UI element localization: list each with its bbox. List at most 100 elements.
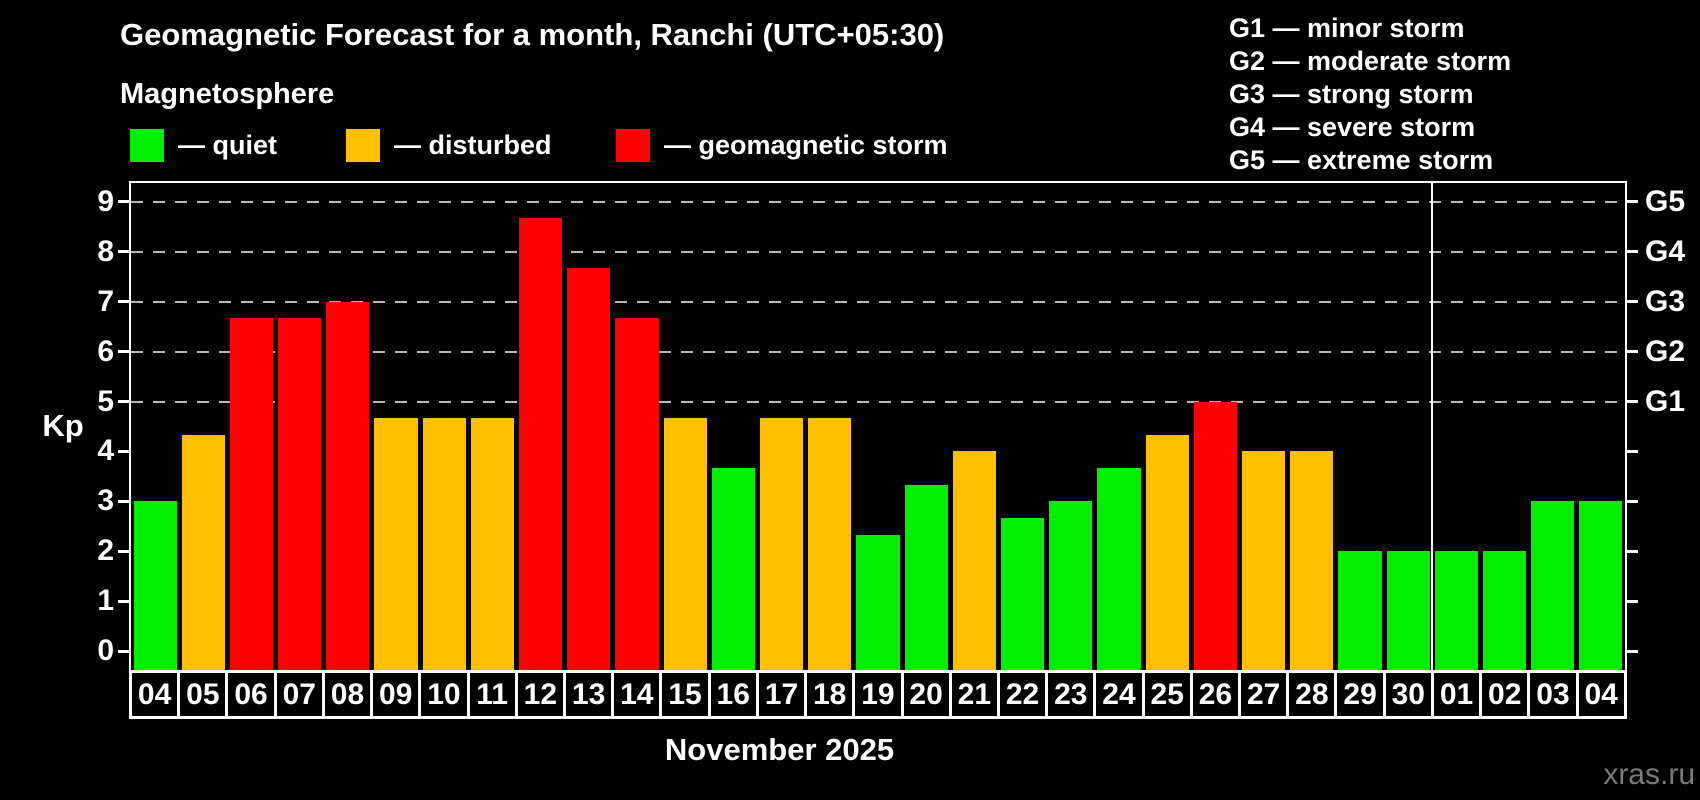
kp-bar-29 — [1338, 551, 1382, 670]
y-tick-label-0: 0 — [97, 634, 114, 667]
day-label-27: 27 — [1241, 673, 1287, 716]
day-label-26: 26 — [1192, 673, 1239, 716]
kp-bar-16 — [711, 467, 755, 670]
plot-area — [129, 181, 1627, 670]
day-label-07: 07 — [276, 673, 322, 716]
day-label-19: 19 — [855, 673, 901, 716]
g3-legend-line: G3 — strong storm — [1229, 79, 1474, 109]
day-label-29: 29 — [1337, 673, 1383, 716]
y-tick-left-6 — [118, 350, 129, 354]
kp-bar-08 — [326, 301, 370, 670]
x-axis-day-labels: 04 05 06 07 08 09 10 11 12 13 14 15 16 17 18 19 20 21 22 23… — [129, 670, 1627, 719]
g-level-label-g1: G1 — [1645, 384, 1686, 418]
y-tick-left-5 — [118, 400, 129, 403]
kp-bar-18 — [808, 417, 852, 670]
day-label-15: 15 — [662, 673, 708, 716]
day-label-03: 03 — [1530, 673, 1576, 716]
g1-legend-line: G1 — minor storm — [1229, 13, 1465, 43]
kp-bar-09 — [374, 417, 418, 670]
gridline-kp-9 — [131, 200, 1625, 203]
quiet-legend-label: — quiet — [178, 129, 277, 160]
y-tick-left-2 — [118, 549, 129, 553]
watermark: xras.ru — [1603, 758, 1695, 791]
y-tick-right-0 — [1627, 649, 1638, 653]
y-tick-label-2: 2 — [97, 534, 114, 568]
g-level-label-g5: G5 — [1645, 184, 1686, 218]
kp-bar-10 — [422, 417, 466, 670]
y-tick-left-3 — [118, 499, 129, 503]
g2-legend-line: G2 — moderate storm — [1229, 46, 1512, 76]
kp-bar-02 — [1482, 551, 1527, 670]
g-scale-legend: G1 — minor storm G2 — moderate storm G3 … — [1229, 12, 1511, 177]
day-label-20: 20 — [903, 673, 949, 716]
day-label-12: 12 — [517, 673, 563, 716]
y-tick-left-0 — [118, 649, 129, 653]
y-tick-label-1: 1 — [97, 584, 114, 618]
x-axis-title: November 2025 — [664, 732, 895, 767]
kp-bar-15 — [663, 417, 707, 670]
kp-bar-11 — [470, 417, 515, 670]
kp-bar-28 — [1290, 451, 1334, 670]
kp-bar-06 — [229, 318, 274, 670]
storm-color-swatch — [616, 128, 650, 162]
y-tick-right-1 — [1627, 599, 1638, 603]
y-tick-left-4 — [118, 449, 129, 453]
day-label-04: 04 — [1578, 673, 1624, 716]
day-label-21: 21 — [951, 673, 997, 716]
day-label-30: 30 — [1385, 673, 1431, 716]
kp-bar-22 — [1000, 517, 1045, 670]
month-separator — [1431, 183, 1434, 670]
day-label-09: 09 — [373, 673, 419, 716]
gridline-kp-6 — [131, 350, 1625, 353]
g4-legend-line: G4 — severe storm — [1229, 112, 1476, 142]
y-tick-right-7 — [1627, 300, 1638, 304]
y-tick-right-5 — [1627, 400, 1638, 403]
day-label-22: 22 — [999, 673, 1046, 716]
disturbed-legend-label: — disturbed — [394, 129, 552, 160]
kp-bar-23 — [1049, 501, 1093, 670]
kp-bar-19 — [856, 534, 900, 670]
gridline-kp-5 — [131, 400, 1625, 403]
y-tick-right-6 — [1627, 350, 1638, 354]
legend-item-quiet: — quiet — [130, 128, 277, 162]
y-tick-right-2 — [1627, 549, 1638, 553]
y-tick-left-7 — [118, 300, 129, 304]
day-label-18: 18 — [807, 673, 853, 716]
day-label-17: 17 — [758, 673, 805, 716]
y-tick-label-6: 6 — [97, 334, 114, 368]
day-label-06: 06 — [228, 673, 274, 716]
day-label-16: 16 — [710, 673, 756, 716]
day-label-24: 24 — [1096, 673, 1142, 716]
kp-bar-01 — [1434, 551, 1478, 670]
day-label-10: 10 — [421, 673, 467, 716]
y-tick-label-7: 7 — [97, 284, 114, 318]
gridline-kp-7 — [131, 300, 1625, 303]
day-label-14: 14 — [614, 673, 660, 716]
kp-bar-04 — [1579, 501, 1623, 670]
y-tick-left-8 — [118, 250, 129, 254]
kp-bar-14 — [615, 318, 659, 670]
legend-item-storm: — geomagnetic storm — [616, 128, 948, 162]
kp-bar-24 — [1097, 467, 1141, 670]
day-label-23: 23 — [1048, 673, 1094, 716]
kp-bar-30 — [1386, 551, 1430, 670]
day-label-01: 01 — [1433, 673, 1480, 716]
y-tick-right-4 — [1627, 449, 1638, 453]
kp-bar-03 — [1531, 501, 1575, 670]
kp-bar-21 — [952, 451, 996, 670]
g-level-label-g2: G2 — [1645, 334, 1686, 368]
day-label-08: 08 — [324, 673, 371, 716]
legend-item-disturbed: — disturbed — [346, 128, 552, 162]
day-label-11: 11 — [469, 673, 515, 716]
y-tick-label-3: 3 — [97, 484, 114, 518]
kp-bar-13 — [567, 268, 611, 670]
kp-bar-17 — [760, 417, 804, 670]
kp-bar-25 — [1145, 434, 1189, 670]
disturbed-color-swatch — [346, 128, 380, 162]
chart-subtitle: Magnetosphere — [120, 78, 335, 110]
day-label-25: 25 — [1144, 673, 1190, 716]
day-label-05: 05 — [180, 673, 226, 716]
g-level-label-g3: G3 — [1645, 284, 1686, 318]
y-tick-label-9: 9 — [97, 184, 114, 218]
